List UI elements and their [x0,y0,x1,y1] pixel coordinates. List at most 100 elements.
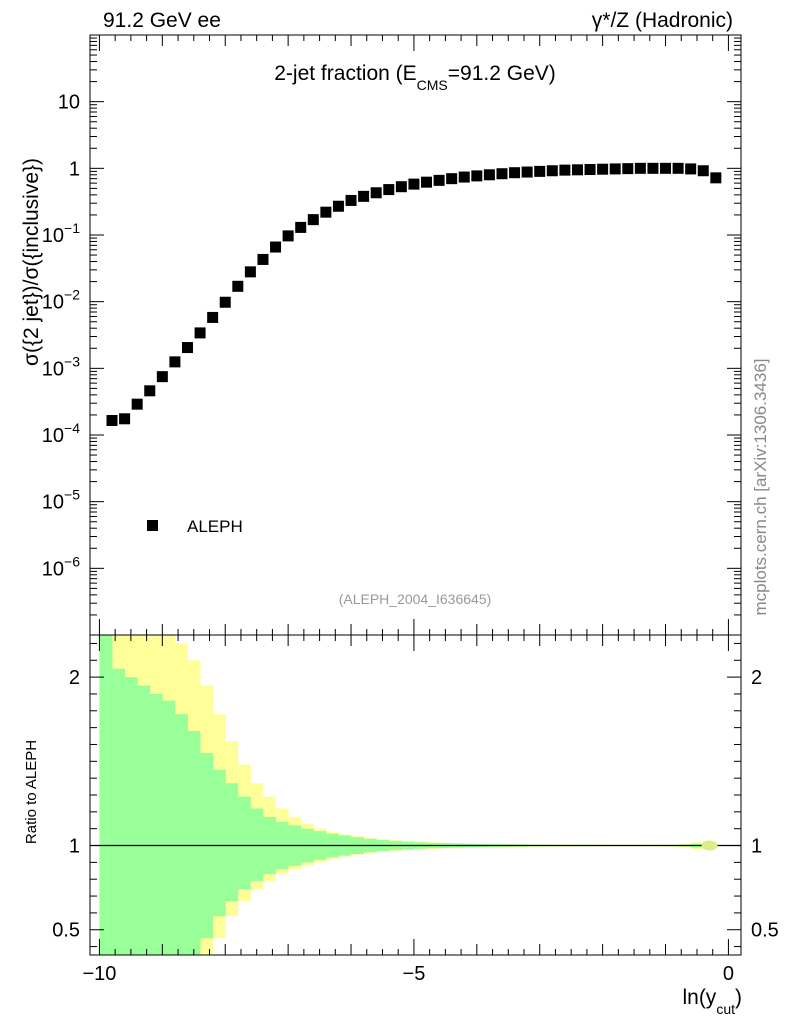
ratio-x-tick-label: −10 [82,963,116,985]
ratio-band-stat-bin [99,635,113,955]
data-point-aleph [144,385,156,397]
data-point-aleph [219,296,231,308]
ratio-band-stat-bin [212,769,226,917]
ratio-band-stat-bin [112,668,125,955]
data-point-aleph [395,181,407,193]
legend-label-aleph: ALEPH [187,517,243,536]
data-point-aleph [358,190,370,202]
data-point-aleph [408,178,420,190]
ratio-band-stat-bin [124,677,138,955]
ratio-frame [89,634,742,956]
ratio-band-stat-bin [187,731,201,955]
ratio-band-stat-bin [250,808,264,881]
main-y-tick-label: 10−4 [42,420,80,447]
x-axis-label: ln(ycut) [682,986,742,1017]
data-point-aleph [622,163,634,175]
data-point-aleph [546,165,558,177]
ratio-y-tick-label-right: 1 [751,836,762,858]
data-point-aleph [710,172,722,184]
chart-title-sub: CMS [417,77,448,93]
data-point-aleph [584,164,596,176]
main-y-tick-label: 10−6 [42,553,80,580]
data-point-aleph [571,164,583,176]
data-point-aleph [421,176,433,188]
ratio-band-stat-bin [137,685,151,955]
data-point-aleph [181,342,193,354]
ratio-band-stat-bin [162,700,176,955]
chart-title-tail: =91.2 GeV) [448,62,556,85]
ratio-panel: 0.5 0.5 1 1 2 2 −10 −5 0 Ratio to ALEPH ln(ycut… [23,634,779,1017]
data-point-aleph [509,167,521,179]
data-point-aleph [660,162,672,174]
data-point-aleph [345,194,357,206]
data-point-aleph [131,398,143,410]
data-point-aleph [257,253,269,265]
main-data-marks [106,162,722,427]
data-point-aleph [433,174,445,186]
ratio-band-stat-bin [237,796,251,890]
main-x-ticks [98,35,729,635]
main-y-tick-exponent: −5 [64,487,80,503]
ratio-band-stat-bin [225,783,239,902]
chart-title: 2-jet fraction (ECMS=91.2 GeV) [274,62,556,93]
data-point-aleph [244,266,256,278]
main-y-tick-exponent: −1 [64,220,80,236]
main-y-tick-label: 1 [69,158,80,180]
ratio-x-ticks: −10 −5 0 [82,635,734,985]
main-y-tick-base: 10 [58,92,80,114]
data-point-aleph [270,241,282,253]
ratio-x-tick-label: −5 [403,963,426,985]
analysis-annotation: (ALEPH_2004_I636645) [339,591,492,607]
ratio-y-tick-label-left: 2 [69,667,80,689]
ratio-y-tick-label-left: 1 [69,836,80,858]
data-point-aleph [383,184,395,196]
ratio-y-axis-label: Ratio to ALEPH [23,740,40,844]
main-y-tick-label: 10−2 [42,287,80,314]
ratio-band-stat-bin [174,714,188,955]
x-axis-label-sub: cut [716,1001,735,1017]
x-axis-label-tail: ) [735,986,742,1009]
main-y-axis-label: σ({2 jet})/σ({inclusive}) [20,158,43,366]
header-right-label: γ*/Z (Hadronic) [592,9,733,32]
main-y-tick-label: 10−3 [42,353,80,380]
main-y-tick-base: 10 [42,425,64,447]
main-y-tick-label: 10−1 [42,220,80,247]
data-point-aleph [496,168,508,180]
data-point-aleph [534,165,546,177]
main-y-tick-base: 10 [42,225,64,247]
ratio-endpoint-marker [701,840,718,851]
data-point-aleph [106,415,118,427]
side-note-label: mcplots.cern.ch [arXiv:1306.3436] [751,358,770,615]
data-point-aleph [332,200,344,212]
data-point-aleph [169,356,181,368]
data-point-aleph [282,230,294,242]
data-point-aleph [597,163,609,175]
ratio-x-tick-label: 0 [723,963,734,985]
data-point-aleph [119,413,131,425]
data-point-aleph [609,163,621,175]
data-point-aleph [446,173,458,185]
main-y-tick-exponent: −4 [64,420,80,436]
data-point-aleph [370,187,382,199]
main-y-tick-base: 10 [42,292,64,314]
ratio-y-ticks: 0.5 0.5 1 1 2 2 [52,642,779,948]
data-point-aleph [471,170,483,182]
main-y-tick-label: 10 [58,92,80,114]
data-point-aleph [483,169,495,181]
main-y-tick-base: 1 [69,158,80,180]
data-point-aleph [634,162,646,174]
ratio-uncertainty-bands [99,635,717,955]
ratio-band-stat-bin [149,693,163,955]
data-point-aleph [685,163,697,175]
data-point-aleph [521,166,533,178]
header-left-label: 91.2 GeV ee [103,9,221,32]
data-point-aleph [559,164,571,176]
data-point-aleph [295,221,307,233]
x-axis-label-main: ln(y [682,986,716,1009]
main-y-tick-exponent: −2 [64,287,80,303]
main-frame [89,34,742,636]
main-y-tick-label: 10−5 [42,487,80,514]
